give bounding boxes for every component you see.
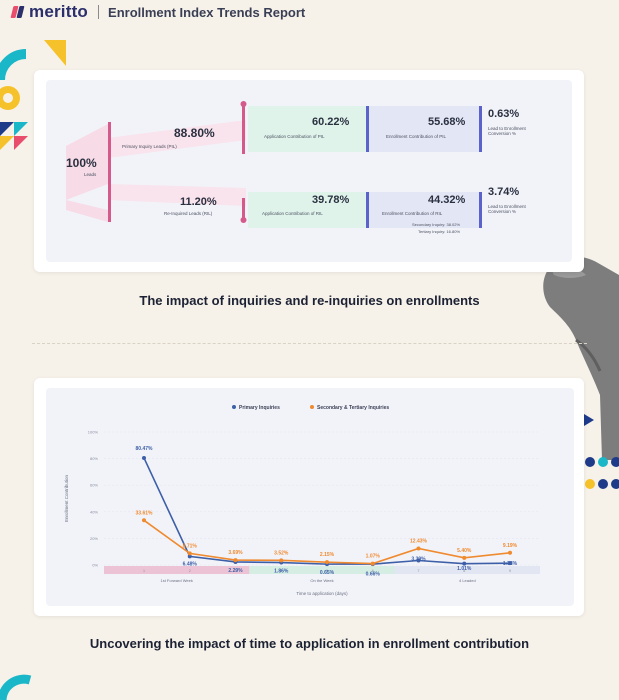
report-header: meritto Enrollment Index Trends Report — [10, 0, 306, 24]
primary-leads-label: Primary Inquiry Leads (PIL) — [122, 144, 177, 149]
x-tick-label: 5 — [326, 569, 328, 573]
series-1-data-label: 1.38% — [503, 561, 518, 567]
x-tick-label: 7 — [418, 569, 420, 573]
series-2-data-label: 2.15% — [320, 552, 335, 558]
sankey-flows — [66, 101, 482, 228]
sankey-card: 100% Leads 88.80% Primary Inquiry Leads … — [34, 70, 584, 272]
group-label-3: 4 Leaded — [459, 578, 476, 583]
series-2-point — [279, 558, 284, 563]
series-1-point — [142, 455, 146, 460]
tertiary-inquiry-note: Tertiary Inquiry: 16.80% — [418, 229, 461, 234]
series-2-data-label: 12.43% — [410, 538, 428, 544]
series-2-point — [416, 546, 421, 551]
x-axis-label: Time to application (days) — [296, 591, 348, 596]
group-label-2: On the Week — [310, 578, 333, 583]
series-2-point — [142, 518, 146, 523]
y-tick-label: 20% — [90, 536, 98, 541]
caption-time-to-application: Uncovering the impact of time to applica… — [89, 636, 530, 651]
series-1-point — [187, 554, 192, 559]
header-divider — [98, 5, 100, 19]
y-tick-label: 60% — [90, 483, 98, 488]
series-1-data-label: 2.29% — [228, 568, 243, 574]
app-pil-pct: 60.22% — [312, 116, 350, 128]
reinquired-leads-label: Re-Inquired Leads (RIL) — [164, 211, 213, 216]
series-1-data-label: 1.01% — [457, 566, 472, 572]
series-1-point — [416, 558, 421, 563]
app-ril-pct: 39.78% — [312, 194, 350, 206]
meritto-logo-icon — [10, 6, 26, 18]
secondary-inquiry-note: Secondary Inquiry: 38.02% — [412, 222, 461, 227]
series-1-point — [462, 561, 467, 566]
decorative-dots-right — [584, 414, 619, 489]
leads-label: Leads — [84, 172, 97, 177]
series-1-data-label: 0.66% — [366, 572, 381, 578]
x-tick-label: 8 — [463, 569, 465, 573]
x-tick-label: 9 — [509, 569, 511, 573]
enr-pil-pct: 55.68% — [428, 116, 466, 128]
reinquired-leads-pct: 11.20% — [180, 196, 217, 208]
y-tick-label: 100% — [88, 430, 99, 435]
series-1-data-label: 80.47% — [136, 446, 154, 452]
group-band-1 — [104, 566, 250, 574]
report-title: Enrollment Index Trends Report — [108, 4, 306, 20]
primary-leads-pct: 88.80% — [174, 126, 215, 140]
app-ril-label: Application Contribution of RIL — [262, 211, 323, 216]
section-divider — [32, 343, 587, 344]
app-pil-label: Application Contribution of PIL — [264, 134, 325, 139]
x-tick-label: 1 — [143, 569, 145, 573]
decorative-arc-bottom — [0, 674, 32, 700]
group-label-1: 1st Forward Week — [160, 578, 192, 583]
series-2-data-label: 3.52% — [274, 550, 289, 556]
legend-marker-2 — [310, 405, 314, 409]
series-2-data-label: 8.71% — [183, 543, 198, 549]
conv-pil-pct: 0.63% — [488, 108, 520, 120]
leads-pct: 100% — [66, 156, 97, 170]
line-chart-card: Primary Inquiries Secondary & Tertiary In… — [34, 378, 584, 616]
series-2-point — [370, 561, 375, 566]
enr-ril-pct: 44.32% — [428, 194, 466, 206]
x-tick-label: 2 — [189, 569, 191, 573]
series-1-data-label: 3.39% — [411, 556, 426, 562]
y-axis-label: Enrollment Contribution — [64, 474, 69, 522]
group-band-3 — [394, 566, 540, 574]
series-line-1 — [143, 457, 511, 565]
conv-pil-label: Lead to Enrollment Conversion % — [488, 126, 526, 136]
legend-label-2: Secondary & Tertiary Inquiries — [317, 405, 389, 411]
decorative-shapes-left — [0, 40, 66, 150]
conv-ril-label: Lead to Enrollment Conversion % — [488, 204, 526, 214]
enr-pil-label: Enrollment Contribution of PIL — [386, 134, 447, 139]
caption-inquiries-impact: The impact of inquiries and re-inquiries… — [139, 293, 480, 308]
series-2-point — [462, 555, 467, 560]
series-2-data-label: 3.69% — [228, 550, 243, 556]
series-2-point — [187, 551, 192, 556]
x-tick-label: 3 — [235, 569, 237, 573]
legend-label-1: Primary Inquiries — [239, 405, 280, 411]
line-chart-panel: Primary Inquiries Secondary & Tertiary In… — [46, 388, 574, 606]
legend-marker-1 — [232, 405, 236, 409]
brand-name: meritto — [29, 2, 89, 21]
series-2-point — [508, 550, 512, 555]
series-2-point — [325, 560, 329, 565]
series-2-data-label: 5.40% — [457, 548, 472, 554]
enr-ril-label: Enrollment Contribution of RIL — [382, 211, 443, 216]
series-1-data-label: 1.86% — [274, 568, 289, 574]
series-1-data-label: 6.48% — [183, 561, 198, 567]
y-tick-label: 0% — [92, 563, 98, 568]
conv-ril-pct: 3.74% — [488, 186, 520, 198]
series-2-point — [233, 558, 238, 563]
x-tick-label: 6 — [372, 569, 374, 573]
sankey-panel: 100% Leads 88.80% Primary Inquiry Leads … — [46, 80, 572, 262]
series-2-data-label: 9.19% — [503, 543, 518, 549]
series-1-data-label: 0.65% — [320, 570, 335, 576]
series-2-data-label: 33.61% — [136, 510, 154, 516]
time-to-application-chart: Primary Inquiries Secondary & Tertiary In… — [64, 405, 540, 596]
y-tick-label: 40% — [90, 509, 98, 514]
series-2-data-label: 1.07% — [366, 554, 381, 560]
x-tick-label: 4 — [280, 569, 282, 573]
y-tick-label: 80% — [90, 456, 98, 461]
series-1-point — [508, 561, 512, 566]
group-band-2 — [249, 566, 395, 574]
